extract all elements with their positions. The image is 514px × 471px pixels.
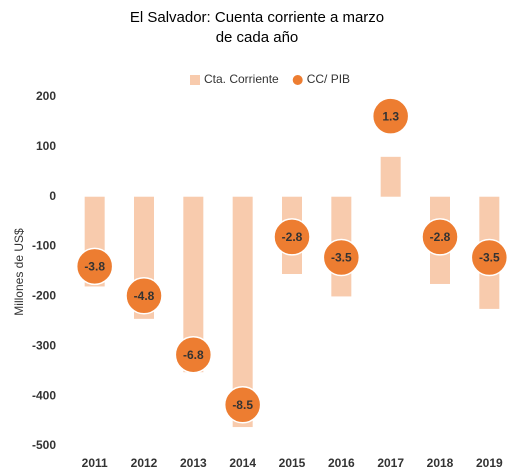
data-label: -3.5 <box>331 251 352 265</box>
legend-label: CC/ PIB <box>307 72 350 86</box>
y-tick-label: 100 <box>36 139 56 153</box>
bubble <box>421 218 459 256</box>
legend-label: Cta. Corriente <box>204 72 279 86</box>
x-tick-label: 2018 <box>427 456 454 470</box>
data-label: -6.8 <box>183 348 204 362</box>
data-label: -2.8 <box>282 230 303 244</box>
x-tick-label: 2013 <box>180 456 207 470</box>
y-tick-label: -200 <box>32 289 56 303</box>
y-tick-label: -400 <box>32 388 56 402</box>
data-label: -3.5 <box>479 251 500 265</box>
legend-swatch <box>292 75 303 85</box>
bar <box>232 196 253 428</box>
data-label: -2.8 <box>430 230 451 244</box>
x-tick-label: 2016 <box>328 456 355 470</box>
x-tick-label: 2011 <box>82 456 108 470</box>
y-tick-label: -500 <box>32 438 56 452</box>
bubble <box>322 238 361 277</box>
bubble <box>273 218 311 256</box>
data-label: -8.5 <box>232 398 253 412</box>
bubble <box>174 335 213 374</box>
bubble <box>371 97 410 135</box>
data-label: 1.3 <box>382 109 399 123</box>
y-tick-label: 0 <box>49 189 56 203</box>
bar <box>380 156 401 197</box>
data-label: -3.8 <box>84 260 105 274</box>
x-tick-label: 2017 <box>377 456 404 470</box>
bubble <box>75 247 114 286</box>
y-tick-label: 200 <box>36 89 56 103</box>
y-tick-label: -300 <box>32 338 56 352</box>
bar <box>183 196 204 373</box>
x-tick-label: 2012 <box>131 456 158 470</box>
bubble <box>470 238 509 277</box>
x-tick-label: 2014 <box>229 456 256 470</box>
y-tick-label: -100 <box>32 239 56 253</box>
x-tick-label: 2015 <box>279 456 306 470</box>
legend-swatch <box>190 75 200 85</box>
data-label: -4.8 <box>134 289 155 303</box>
chart-title: El Salvador: Cuenta corriente a marzo de… <box>129 9 385 46</box>
y-axis-label: Millones de US$ <box>12 228 26 316</box>
bubble <box>223 386 262 424</box>
x-tick-label: 2019 <box>476 456 503 470</box>
bubble <box>125 277 163 315</box>
